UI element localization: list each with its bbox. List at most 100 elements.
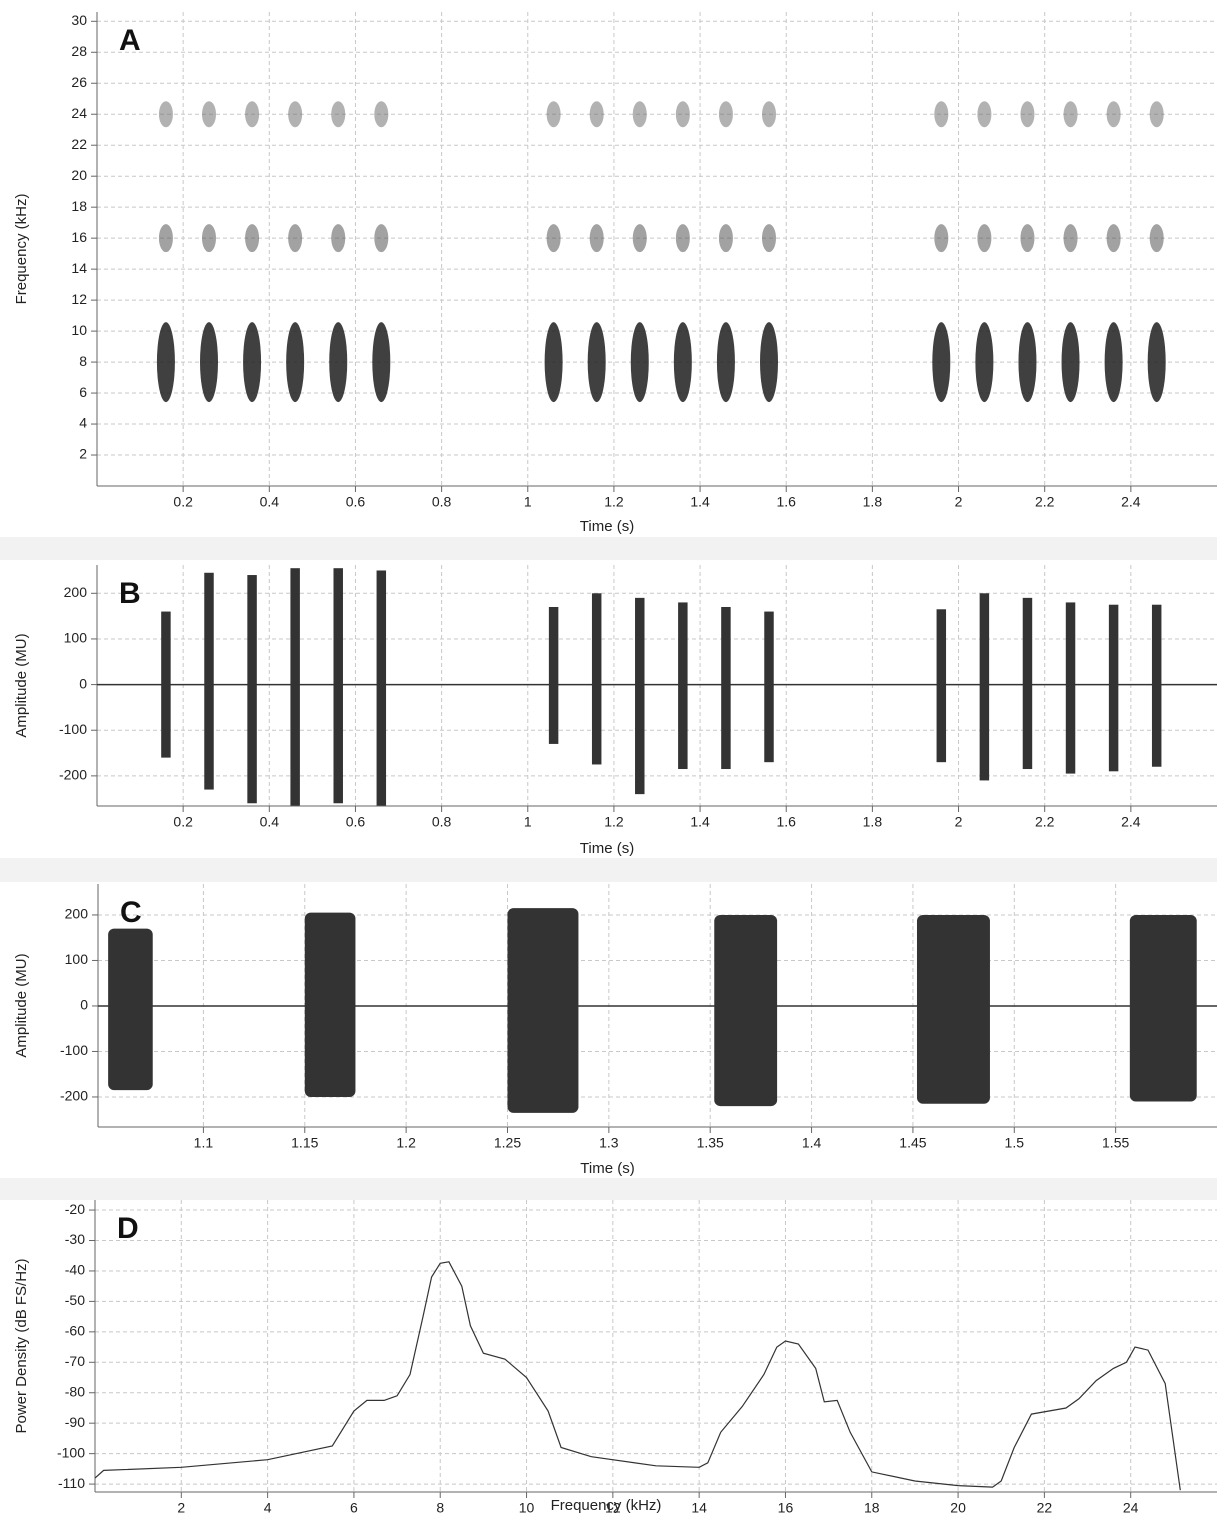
x-tick-label: 0.6 <box>346 814 366 830</box>
syllable-harmonic <box>718 224 733 253</box>
syllable-harmonic <box>329 322 348 403</box>
syllable-harmonic <box>587 322 606 403</box>
y-tick-label: 26 <box>71 74 87 90</box>
y-tick-label: 12 <box>71 291 87 307</box>
syllable-harmonic <box>1149 101 1164 128</box>
syllable-harmonic <box>331 101 346 128</box>
x-tick-label: 2.4 <box>1121 494 1141 510</box>
separator <box>0 858 1217 882</box>
syllable <box>916 914 990 1104</box>
syllable-harmonic <box>243 322 262 403</box>
syllable-harmonic <box>200 322 218 403</box>
y-tick-label: 10 <box>71 322 87 338</box>
syllable-harmonic <box>202 224 216 253</box>
syllable-harmonic <box>1063 224 1078 253</box>
x-tick-label: 1.15 <box>291 1135 318 1151</box>
syllable-harmonic <box>1018 322 1037 403</box>
syllable-harmonic <box>977 101 992 128</box>
y-tick-label: -30 <box>65 1231 85 1247</box>
panel: 1.1 1.15 1.2 1.25 1.3 1.35 1.4 1.45 1.5 1.55 -200 -… <box>13 884 1217 1177</box>
syllable-harmonic <box>1147 322 1166 403</box>
syllable-harmonic <box>1149 224 1164 253</box>
x-tick-label: 0.6 <box>346 494 366 510</box>
x-tick-label: 1.8 <box>863 814 883 830</box>
y-tick-label: 20 <box>71 167 87 183</box>
x-tick-label: 1 <box>524 494 532 510</box>
x-axis-label: Time (s) <box>580 518 634 535</box>
marks <box>95 1261 1181 1491</box>
y-tick-label: -110 <box>58 1475 85 1491</box>
x-tick-label: 1.35 <box>697 1135 724 1151</box>
y-tick-label: 16 <box>71 229 87 245</box>
x-tick-label: 20 <box>950 1500 966 1516</box>
separator <box>0 537 1217 560</box>
x-tick-label: 1.4 <box>690 814 710 830</box>
y-tick-label: -20 <box>65 1201 85 1217</box>
syllable-harmonic <box>760 322 778 403</box>
syllable <box>204 572 214 790</box>
syllable-harmonic <box>1020 101 1035 128</box>
syllable <box>721 606 731 770</box>
x-tick-label: 0.2 <box>173 814 193 830</box>
syllable-harmonic <box>589 101 604 128</box>
x-tick-label: 1.4 <box>802 1135 822 1151</box>
syllable <box>108 928 153 1091</box>
separator <box>0 1178 1217 1200</box>
panel-label: B <box>119 577 141 610</box>
panel-label: D <box>117 1212 139 1245</box>
y-axis-label: Amplitude (MU) <box>13 633 30 737</box>
syllable-harmonic <box>932 322 951 403</box>
y-tick-label: 200 <box>64 584 88 600</box>
x-tick-label: 1.3 <box>599 1135 619 1151</box>
x-tick-label: 8 <box>436 1500 444 1516</box>
syllable <box>1151 604 1162 767</box>
x-axis-label: Time (s) <box>580 840 634 857</box>
syllable <box>678 602 688 770</box>
syllable-harmonic <box>374 224 389 253</box>
syllable-harmonic <box>544 322 563 403</box>
syllable <box>376 570 387 806</box>
syllable <box>714 914 778 1107</box>
syllable-harmonic <box>245 101 260 128</box>
y-tick-label: 24 <box>71 105 87 121</box>
spectrum-line <box>95 1261 1181 1491</box>
y-tick-label: 18 <box>71 198 87 214</box>
y-tick-label: 14 <box>71 260 87 276</box>
syllable-harmonic <box>675 101 690 128</box>
x-tick-label: 22 <box>1037 1500 1053 1516</box>
x-axis-label: Time (s) <box>580 1160 634 1177</box>
syllable-harmonic <box>762 101 776 128</box>
syllable <box>764 611 774 763</box>
syllable-harmonic <box>673 322 692 403</box>
x-tick-label: 1.2 <box>396 1135 416 1151</box>
y-tick-label: 30 <box>71 12 87 28</box>
syllable-harmonic <box>934 224 949 253</box>
syllable-harmonic <box>762 224 776 253</box>
syllable-harmonic <box>632 224 647 253</box>
x-tick-label: 1.2 <box>604 814 624 830</box>
x-tick-label: 24 <box>1123 1500 1139 1516</box>
syllable-harmonic <box>718 101 733 128</box>
x-tick-label: 6 <box>350 1500 358 1516</box>
syllable-harmonic <box>158 224 173 253</box>
x-tick-label: 0.4 <box>260 494 280 510</box>
x-tick-label: 1.6 <box>776 814 796 830</box>
x-tick-label: 2.2 <box>1035 494 1055 510</box>
y-tick-label: 8 <box>79 353 87 369</box>
syllable <box>247 575 257 804</box>
y-tick-label: 0 <box>79 675 87 691</box>
x-tick-label: 1.45 <box>899 1135 926 1151</box>
marks <box>156 101 1166 403</box>
panel: 2 4 6 8 10 12 14 16 18 20 22 24-110-100-90-80-70-60… <box>13 1200 1217 1516</box>
syllable-harmonic <box>546 224 561 253</box>
syllable-harmonic <box>675 224 690 253</box>
syllable-harmonic <box>1106 101 1121 128</box>
syllable-harmonic <box>630 322 649 403</box>
syllable-harmonic <box>977 224 992 253</box>
syllable-harmonic <box>286 322 305 403</box>
y-tick-label: 0 <box>80 997 88 1013</box>
x-tick-label: 4 <box>264 1500 272 1516</box>
marks <box>97 568 1217 806</box>
x-tick-label: 2 <box>955 814 963 830</box>
